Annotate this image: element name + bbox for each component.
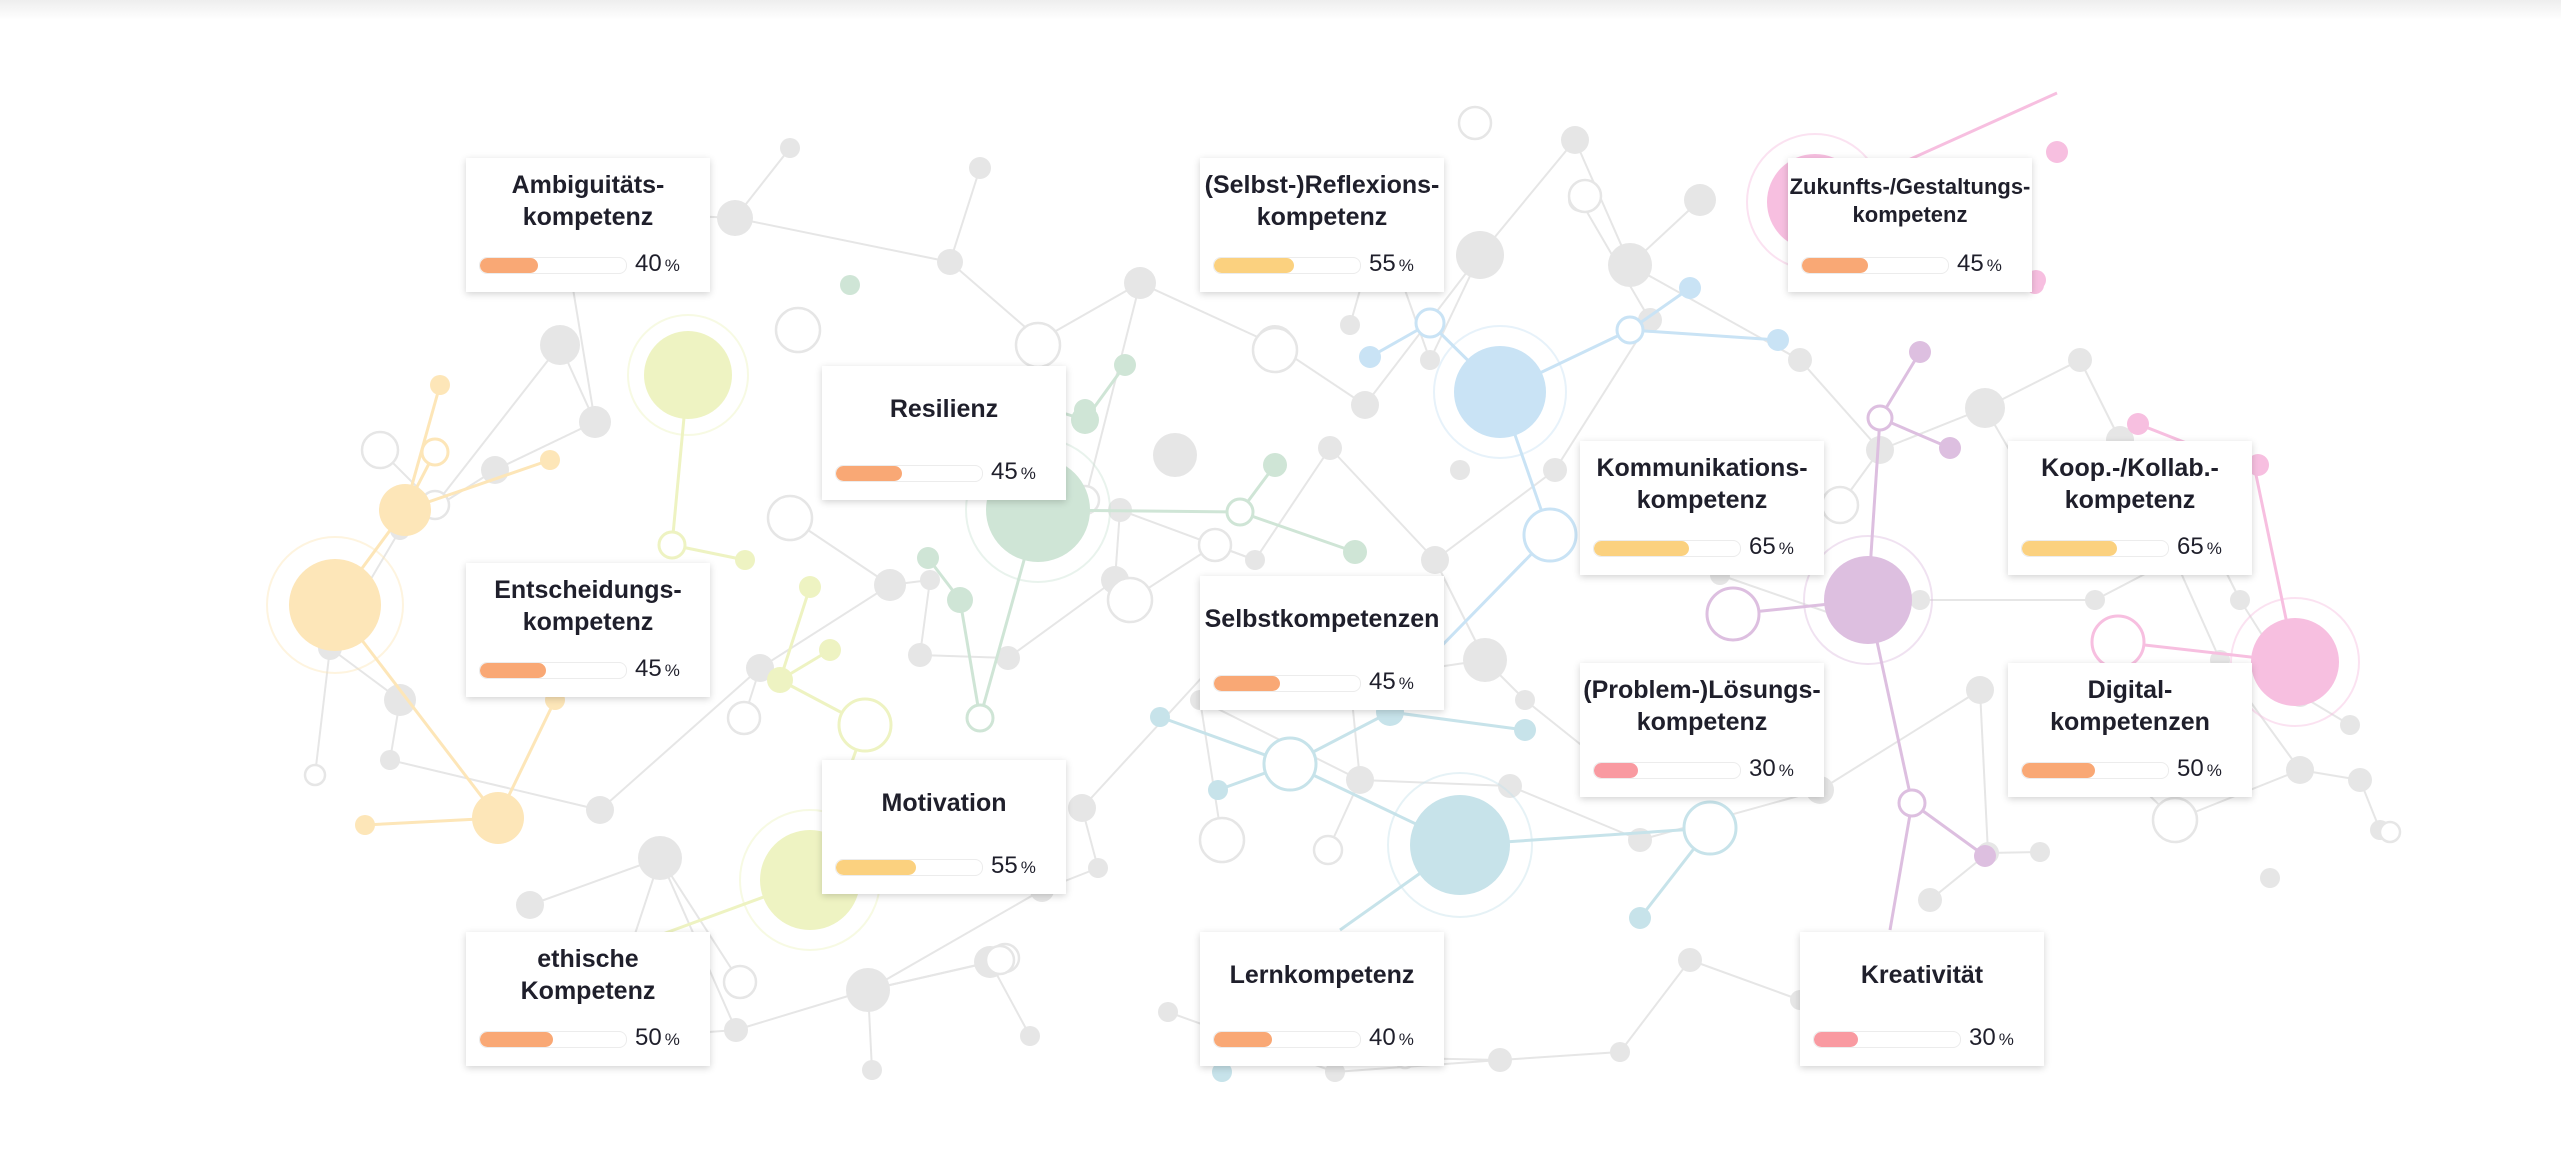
percent-unit: % xyxy=(1778,539,1794,558)
competency-title: Selbstkompetenzen xyxy=(1204,605,1440,633)
percent-label: 40% xyxy=(635,250,680,278)
progress-fill xyxy=(1214,258,1295,273)
percent-value: 50 xyxy=(2177,755,2204,782)
percent-unit: % xyxy=(1778,761,1794,780)
competency-title: Ambiguitäts- kompetenz xyxy=(511,171,665,231)
progress-fill xyxy=(480,258,539,273)
competency-title: Entscheidungs- kompetenz xyxy=(494,576,682,636)
progress-track xyxy=(479,662,627,679)
progress-fill xyxy=(1214,1032,1273,1047)
percent-value: 40 xyxy=(1369,1024,1396,1051)
progress-fill xyxy=(480,1032,553,1047)
percent-value: 55 xyxy=(1369,250,1396,277)
competency-title: Lernkompetenz xyxy=(1229,961,1415,989)
competency-card-entscheidung[interactable]: Entscheidungs- kompetenz 45% xyxy=(466,563,710,697)
percent-value: 45 xyxy=(1957,250,1984,277)
progress-fill xyxy=(2022,763,2095,778)
percent-unit: % xyxy=(1398,674,1414,693)
percent-unit: % xyxy=(1986,256,2002,275)
percent-label: 45% xyxy=(1369,668,1414,696)
percent-value: 45 xyxy=(991,458,1018,485)
progress-track xyxy=(1813,1031,1961,1048)
competency-card-resilienz[interactable]: Resilienz 45% xyxy=(822,366,1066,500)
progress-fill xyxy=(1594,541,1689,556)
percent-label: 30% xyxy=(1969,1024,2014,1052)
competency-card-kooperation[interactable]: Koop.-/Kollab.- kompetenz 65% xyxy=(2008,441,2252,575)
percent-label: 55% xyxy=(1369,250,1414,278)
percent-value: 30 xyxy=(1749,755,1776,782)
percent-label: 45% xyxy=(635,655,680,683)
progress-track xyxy=(1801,257,1949,274)
competency-card-selbstreflexion[interactable]: (Selbst-)Reflexions- kompetenz 55% xyxy=(1200,158,1444,292)
competency-title: Kreativität xyxy=(1860,961,1984,989)
percent-value: 45 xyxy=(635,655,662,682)
percent-label: 45% xyxy=(1957,250,2002,278)
progress-track xyxy=(2021,762,2169,779)
percent-label: 30% xyxy=(1749,755,1794,783)
competency-title: Digital- kompetenzen xyxy=(2050,676,2210,736)
progress-track xyxy=(1593,540,1741,557)
competency-title: Resilienz xyxy=(889,395,999,423)
competency-card-ethik[interactable]: ethische Kompetenz 50% xyxy=(466,932,710,1066)
progress-fill xyxy=(836,466,902,481)
percent-value: 30 xyxy=(1969,1024,1996,1051)
progress-fill xyxy=(836,860,917,875)
percent-unit: % xyxy=(1398,1030,1414,1049)
percent-label: 65% xyxy=(1749,533,1794,561)
competency-title: Koop.-/Kollab.- kompetenz xyxy=(2041,454,2219,514)
competency-card-digital[interactable]: Digital- kompetenzen 50% xyxy=(2008,663,2252,797)
percent-label: 45% xyxy=(991,458,1036,486)
percent-unit: % xyxy=(2206,539,2222,558)
progress-track xyxy=(1213,675,1361,692)
progress-fill xyxy=(1214,676,1280,691)
competency-title: (Selbst-)Reflexions- kompetenz xyxy=(1204,171,1440,231)
progress-track xyxy=(479,1031,627,1048)
percent-unit: % xyxy=(1020,858,1036,877)
progress-track xyxy=(835,859,983,876)
progress-track xyxy=(479,257,627,274)
percent-unit: % xyxy=(1020,464,1036,483)
percent-unit: % xyxy=(2206,761,2222,780)
percent-label: 50% xyxy=(2177,755,2222,783)
percent-value: 65 xyxy=(1749,533,1776,560)
progress-fill xyxy=(480,663,546,678)
competency-card-ambiguitaet[interactable]: Ambiguitäts- kompetenz 40% xyxy=(466,158,710,292)
percent-value: 65 xyxy=(2177,533,2204,560)
percent-value: 50 xyxy=(635,1024,662,1051)
progress-track xyxy=(1213,257,1361,274)
top-shadow xyxy=(0,0,2561,20)
progress-track xyxy=(2021,540,2169,557)
competency-title: ethische Kompetenz xyxy=(520,945,656,1005)
competency-card-motivation[interactable]: Motivation 55% xyxy=(822,760,1066,894)
percent-unit: % xyxy=(664,661,680,680)
competency-title: Motivation xyxy=(881,789,1007,817)
percent-unit: % xyxy=(664,1030,680,1049)
competency-card-kommunikation[interactable]: Kommunikations- kompetenz 65% xyxy=(1580,441,1824,575)
percent-label: 40% xyxy=(1369,1024,1414,1052)
percent-label: 55% xyxy=(991,852,1036,880)
percent-unit: % xyxy=(1398,256,1414,275)
percent-unit: % xyxy=(664,256,680,275)
progress-fill xyxy=(2022,541,2117,556)
percent-value: 55 xyxy=(991,852,1018,879)
percent-unit: % xyxy=(1998,1030,2014,1049)
competency-card-selbstkompetenzen[interactable]: Selbstkompetenzen 45% xyxy=(1200,576,1444,710)
competency-title: Zukunfts-/Gestaltungs- kompetenz xyxy=(1789,174,2031,227)
progress-fill xyxy=(1594,763,1638,778)
percent-value: 45 xyxy=(1369,668,1396,695)
progress-track xyxy=(1593,762,1741,779)
competency-card-kreativitaet[interactable]: Kreativität 30% xyxy=(1800,932,2044,1066)
progress-fill xyxy=(1814,1032,1858,1047)
competency-card-problemloesung[interactable]: (Problem-)Lösungs- kompetenz 30% xyxy=(1580,663,1824,797)
competency-title: Kommunikations- kompetenz xyxy=(1596,454,1808,514)
progress-fill xyxy=(1802,258,1868,273)
competency-card-lernkompetenz[interactable]: Lernkompetenz 40% xyxy=(1200,932,1444,1066)
percent-value: 40 xyxy=(635,250,662,277)
percent-label: 65% xyxy=(2177,533,2222,561)
competency-card-zukunft[interactable]: Zukunfts-/Gestaltungs- kompetenz 45% xyxy=(1788,158,2032,292)
progress-track xyxy=(1213,1031,1361,1048)
progress-track xyxy=(835,465,983,482)
percent-label: 50% xyxy=(635,1024,680,1052)
competency-title: (Problem-)Lösungs- kompetenz xyxy=(1583,676,1821,736)
